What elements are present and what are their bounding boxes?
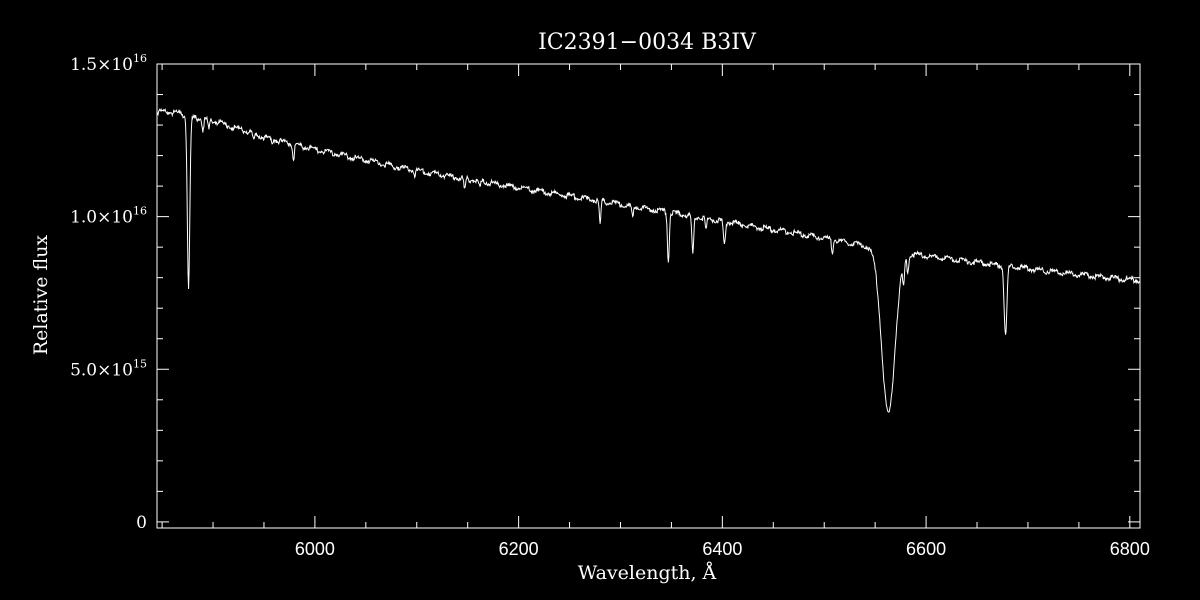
y-tick-label: 5.0×1015 bbox=[70, 357, 147, 380]
x-tick-labels: 6000 6200 6400 6600 6800 bbox=[295, 539, 1150, 559]
y-tick-label: 0 bbox=[136, 513, 147, 533]
y-axis-label: Relative flux bbox=[30, 235, 52, 356]
x-tick-label: 6400 bbox=[702, 539, 742, 559]
plot-frame bbox=[156, 63, 1141, 529]
x-tick-label: 6600 bbox=[906, 539, 946, 559]
x-axis-label: Wavelength, Å bbox=[578, 562, 717, 584]
plot-area-border bbox=[156, 63, 1141, 529]
y-tick-label: 1.0×1016 bbox=[70, 205, 147, 228]
chart-title: IC2391−0034 B3IV bbox=[538, 30, 757, 55]
axis-ticks bbox=[157, 63, 1140, 528]
y-tick-label: 1.5×1016 bbox=[70, 52, 147, 75]
spectrum-series-line bbox=[156, 107, 1141, 413]
x-tick-label: 6800 bbox=[1110, 539, 1150, 559]
y-tick-labels: 0 5.0×1015 1.0×1016 1.5×1016 bbox=[70, 52, 147, 533]
x-tick-label: 6200 bbox=[499, 539, 539, 559]
x-tick-label: 6000 bbox=[295, 539, 335, 559]
